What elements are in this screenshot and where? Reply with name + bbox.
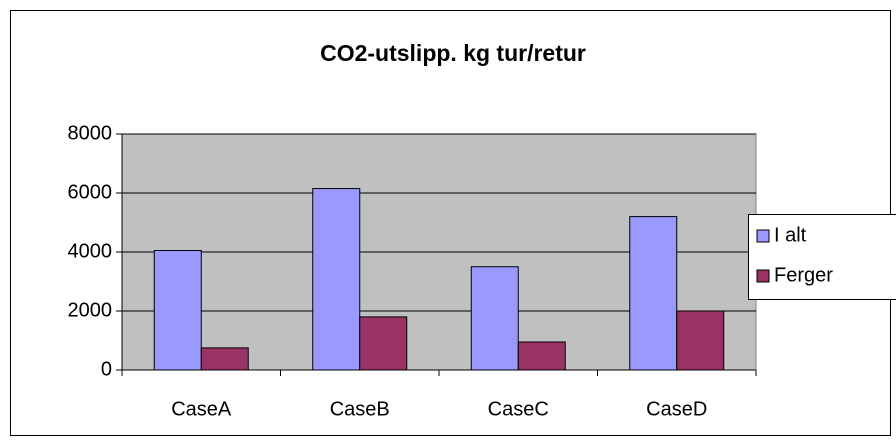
y-tick-label: 2000: [68, 299, 113, 321]
bar: [359, 316, 408, 371]
bar: [676, 310, 725, 371]
chart-title: CO2-utslipp. kg tur/retur: [320, 40, 586, 66]
bar: [200, 347, 249, 371]
legend-swatch: [756, 269, 770, 283]
legend-label: Ferger: [774, 264, 833, 286]
y-tick-label: 6000: [68, 181, 113, 203]
y-tick-label: 4000: [68, 240, 113, 262]
bar: [629, 216, 678, 371]
bar: [517, 341, 566, 371]
x-tick-label: CaseC: [488, 398, 549, 420]
x-tick-label: CaseA: [171, 398, 232, 420]
x-tick-label: CaseD: [646, 398, 707, 420]
bar: [153, 250, 202, 371]
bar: [312, 188, 361, 371]
legend-swatch: [756, 229, 770, 243]
y-tick-label: 0: [101, 358, 112, 380]
y-tick-label: 8000: [68, 122, 113, 144]
x-tick-label: CaseB: [330, 398, 390, 420]
legend-label: I alt: [774, 224, 807, 246]
bar: [470, 266, 519, 371]
legend-box: [748, 214, 896, 300]
